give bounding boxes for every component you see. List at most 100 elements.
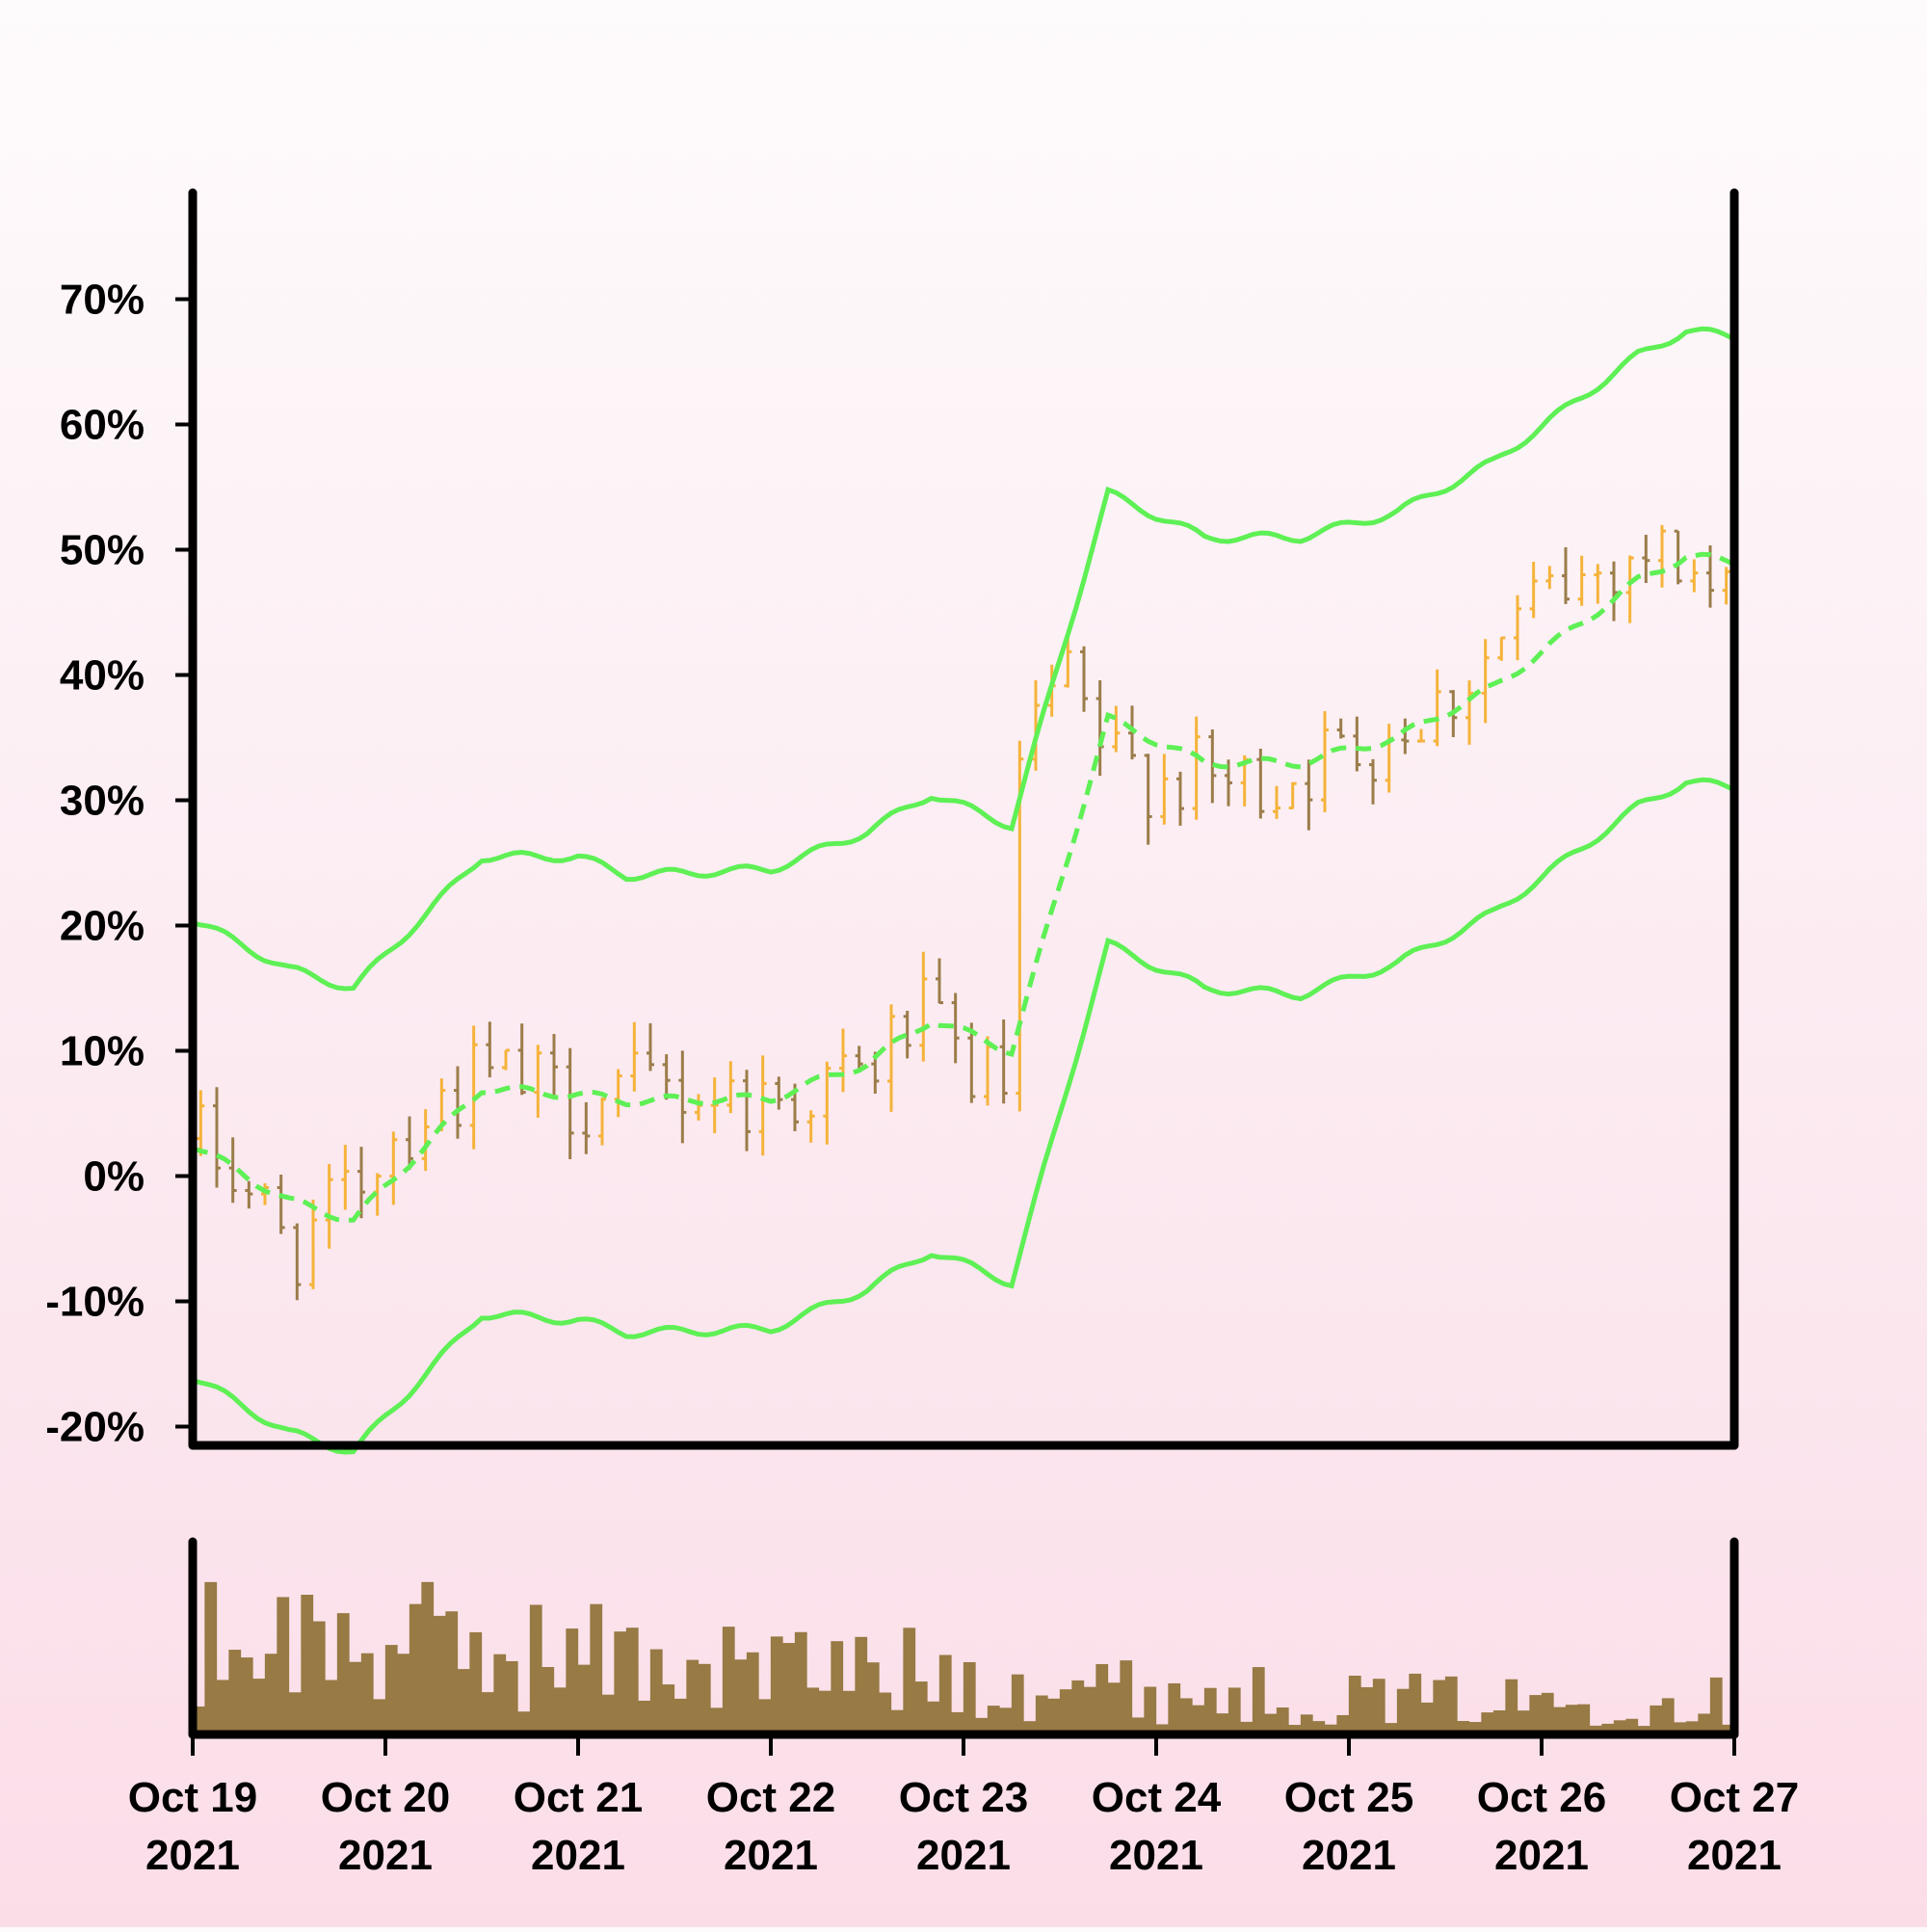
- x-tick-label-year: 2021: [724, 1832, 818, 1879]
- volume-bar: [1059, 1689, 1072, 1734]
- ohlc-bar: [421, 1109, 430, 1172]
- volume-bar: [1035, 1695, 1048, 1734]
- volume-bar: [566, 1628, 579, 1734]
- price-frame: [188, 188, 1739, 1450]
- ohlc-bar: [1401, 718, 1410, 754]
- volume-bar: [963, 1661, 976, 1734]
- ohlc-bar: [1722, 567, 1730, 605]
- ohlc-bar: [1481, 639, 1490, 724]
- ohlc-bar: [582, 1101, 591, 1154]
- ohlc-bar: [261, 1182, 269, 1205]
- x-tick-label-date: Oct 26: [1477, 1774, 1607, 1821]
- volume-bar: [1565, 1705, 1578, 1734]
- volume-bar: [770, 1636, 783, 1734]
- volume-bar: [914, 1681, 928, 1734]
- volume-bar: [1071, 1680, 1085, 1734]
- ohlc-bar: [1160, 754, 1169, 825]
- x-tick-label-year: 2021: [1687, 1832, 1782, 1879]
- x-tick-label-year: 2021: [916, 1832, 1011, 1879]
- volume-bar: [1541, 1692, 1554, 1734]
- volume-bar: [1120, 1660, 1133, 1734]
- volume-bar: [421, 1581, 435, 1734]
- volume-bar: [1420, 1702, 1434, 1734]
- volume-bar: [1589, 1725, 1602, 1734]
- volume-bar: [938, 1654, 952, 1734]
- volume-bar: [469, 1631, 483, 1734]
- x-tick-label-year: 2021: [531, 1832, 625, 1879]
- volume-bar: [794, 1631, 807, 1734]
- volume-bar: [409, 1603, 422, 1734]
- volume-bar: [312, 1621, 326, 1734]
- volume-bar: [614, 1631, 627, 1734]
- volume-bar: [204, 1581, 218, 1734]
- x-tick-label-year: 2021: [1302, 1832, 1396, 1879]
- ohlc-bar: [293, 1223, 302, 1301]
- ohlc-bar: [486, 1021, 494, 1078]
- ohlc-bar: [678, 1050, 687, 1144]
- volume-bar: [1481, 1712, 1494, 1734]
- volume-bar: [806, 1687, 820, 1734]
- volume-bar: [987, 1706, 1000, 1734]
- volume-bar: [373, 1699, 386, 1734]
- ohlc-bar: [1577, 555, 1586, 606]
- volume-bar: [698, 1663, 711, 1734]
- ohlc-bar: [1545, 566, 1554, 590]
- ohlc-bar: [1273, 785, 1280, 819]
- volume-bar: [252, 1679, 266, 1734]
- volume-bar: [1095, 1663, 1109, 1734]
- volume-bar: [1179, 1698, 1193, 1734]
- y-tick-label: 40%: [60, 652, 145, 700]
- volume-bar: [722, 1627, 735, 1734]
- ohlc-bar: [1433, 669, 1441, 747]
- volume-bar: [517, 1711, 531, 1734]
- volume-bar: [445, 1611, 459, 1734]
- ohlc-bar: [1465, 680, 1473, 745]
- volume-bar: [1385, 1723, 1398, 1734]
- volume-bar: [481, 1692, 494, 1734]
- volume-bar: [264, 1654, 277, 1734]
- ohlc-bar: [1385, 724, 1393, 793]
- ohlc-bar: [1353, 716, 1361, 772]
- volume-bar: [1601, 1723, 1615, 1734]
- volume-bar: [457, 1669, 470, 1734]
- x-tick-label-date: Oct 27: [1670, 1774, 1800, 1821]
- volume-bar: [855, 1636, 868, 1734]
- ohlc-bar: [1321, 710, 1329, 812]
- volume-bar: [1324, 1724, 1337, 1734]
- y-tick-label: 10%: [60, 1028, 145, 1075]
- volume-bar: [553, 1687, 567, 1734]
- volume-bar: [625, 1628, 639, 1734]
- ohlc-bar: [743, 1070, 751, 1151]
- ohlc-bar: [967, 1022, 976, 1103]
- ohlc-bar: [695, 1094, 702, 1121]
- x-tick-label-date: Oct 24: [1092, 1774, 1222, 1821]
- bollinger-bands: [192, 326, 1736, 1455]
- ohlc-bar: [710, 1077, 719, 1133]
- volume-bar: [216, 1680, 229, 1734]
- volume-bar: [1529, 1695, 1543, 1734]
- ohlc-bar: [1514, 595, 1521, 661]
- ohlc-bar: [406, 1116, 413, 1170]
- ohlc-bar: [197, 1090, 205, 1156]
- y-axis-ticks: 70% 60% 50% 40% 30% 20% 10% 0% -10% -20%: [45, 277, 193, 1451]
- ohlc-bar: [1128, 705, 1136, 760]
- volume-bar: [879, 1692, 892, 1734]
- ohlc-bar: [1225, 759, 1232, 807]
- ohlc-bar: [1369, 758, 1377, 805]
- volume-bar: [1336, 1714, 1350, 1734]
- volume-bar: [649, 1649, 663, 1734]
- volume-bar: [1409, 1673, 1422, 1734]
- volume-bar: [1650, 1705, 1663, 1734]
- x-tick-label-year: 2021: [1109, 1832, 1203, 1879]
- volume-bar: [746, 1652, 759, 1734]
- y-tick-label: 70%: [60, 277, 145, 324]
- ohlc-bar: [277, 1175, 285, 1234]
- volume-bar: [1300, 1714, 1313, 1734]
- volume-bar: [301, 1594, 314, 1734]
- volume-bar: [842, 1690, 856, 1734]
- volume-bar: [1396, 1688, 1410, 1734]
- ohlc-bar: [903, 1010, 911, 1059]
- y-tick-label: 0%: [83, 1153, 145, 1201]
